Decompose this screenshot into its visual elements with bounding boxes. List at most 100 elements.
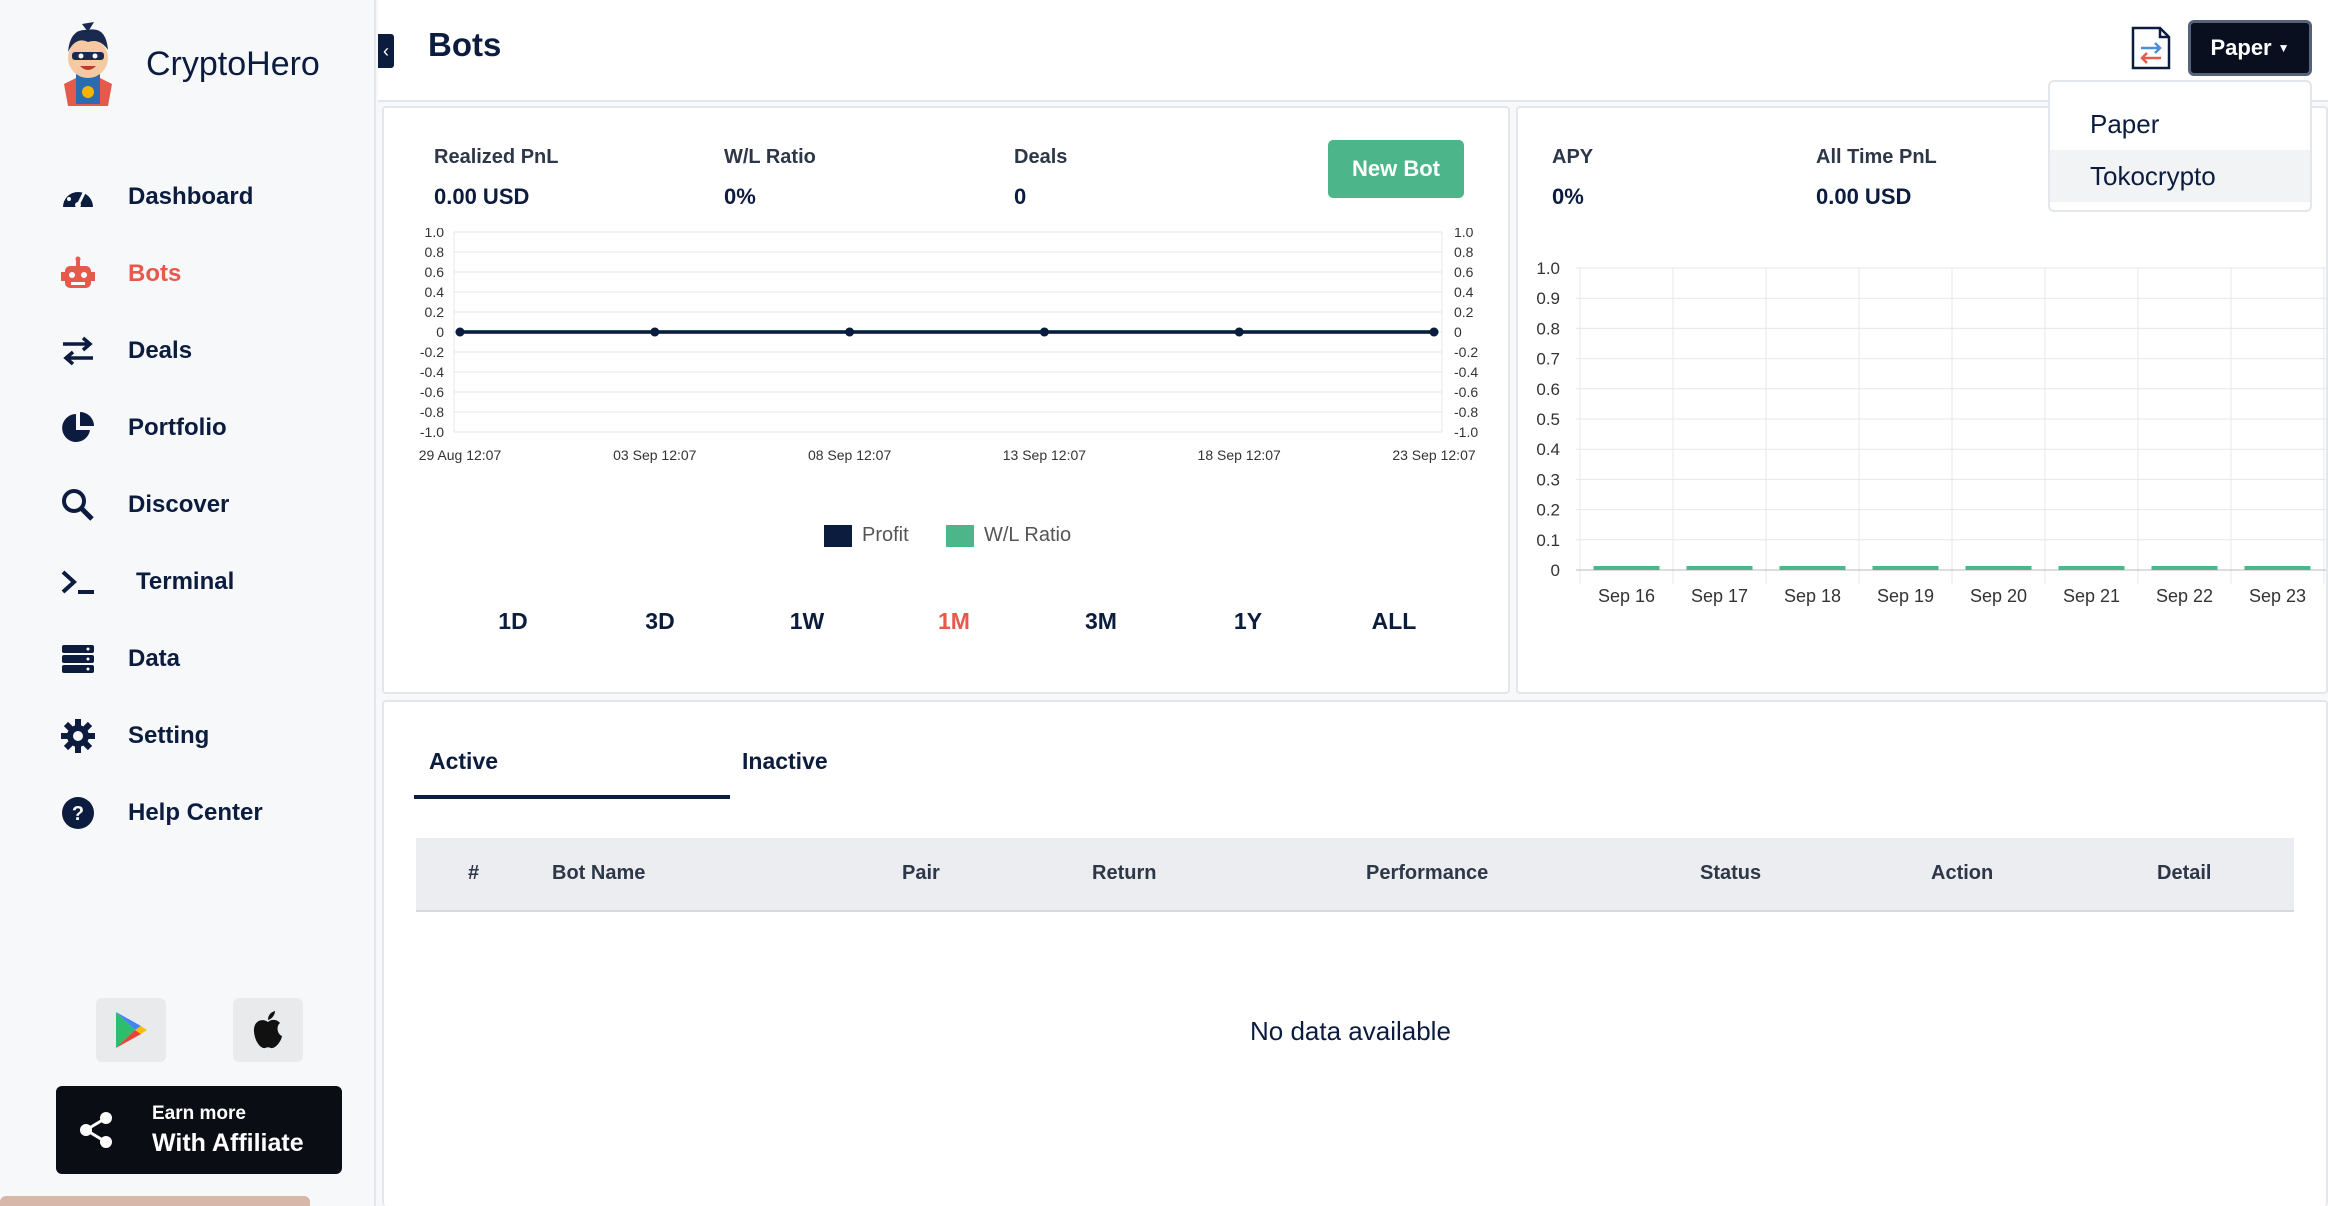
data-point	[1429, 327, 1439, 337]
sidebar-item-label: Terminal	[136, 568, 235, 595]
tab-active[interactable]: Active	[429, 748, 499, 774]
y-tick-label: 0.8	[1536, 319, 1560, 338]
y-tick-label-right: 1.0	[1454, 228, 1474, 240]
x-tick-label: 29 Aug 12:07	[419, 447, 502, 463]
dropdown-item-tokocrypto[interactable]: Tokocrypto	[2050, 150, 2310, 202]
column-header-bot-name[interactable]: Bot Name	[552, 862, 646, 884]
y-tick-label: 0.5	[1536, 410, 1560, 429]
sidebar-item-dashboard[interactable]: Dashboard	[60, 170, 253, 224]
bar	[2058, 566, 2125, 570]
legend-label: Profit	[862, 524, 909, 546]
google-play-button[interactable]	[96, 998, 166, 1062]
sidebar-item-label: Dashboard	[128, 183, 254, 210]
google-play-icon	[116, 1012, 147, 1048]
robot-icon	[61, 256, 95, 288]
bar	[2151, 566, 2218, 570]
dropdown-item-paper[interactable]: Paper	[2090, 108, 2160, 139]
affiliate-line1: Earn more	[152, 1102, 246, 1124]
sidebar-item-label: Bots	[128, 260, 182, 287]
sidebar-item-deals[interactable]: Deals	[60, 324, 192, 378]
profit-line-chart: 1.0 1.0 0.8 0.8 0.6 0.6 0.4 0.4 0.2 0.2 0 0 -0.2 -0.2…	[419, 228, 1479, 463]
all-time-pnl-value: 0.00 USD	[1816, 184, 1912, 209]
y-tick-label-right: -0.8	[1454, 404, 1478, 420]
x-tick-label: Sep 23	[2249, 586, 2306, 606]
wl-ratio-label: W/L Ratio	[724, 146, 816, 168]
sidebar-item-discover[interactable]: Discover	[60, 478, 229, 532]
column-header-detail[interactable]: Detail	[2157, 862, 2212, 884]
y-tick-label: 0.8	[425, 244, 445, 260]
app-name: CryptoHero	[146, 44, 320, 83]
legend-wl-ratio[interactable]: W/L Ratio	[946, 524, 1071, 547]
sidebar-item-help-center[interactable]: ? Help Center	[60, 786, 263, 840]
y-tick-label: 0.6	[1536, 380, 1560, 399]
range-1m[interactable]: 1M	[938, 608, 970, 634]
range-3d[interactable]: 3D	[645, 608, 675, 634]
bar	[1779, 566, 1846, 570]
share-icon	[80, 1112, 112, 1148]
data-point	[650, 327, 660, 337]
bottom-strip	[0, 1196, 310, 1206]
column-header-index[interactable]: #	[468, 862, 480, 884]
y-tick-label-right: -0.6	[1454, 384, 1478, 400]
bots-table-card	[382, 700, 2328, 1206]
legend-swatch	[824, 524, 852, 547]
range-1w[interactable]: 1W	[789, 608, 825, 634]
bar	[1965, 566, 2032, 570]
apple-icon	[253, 1011, 282, 1049]
y-tick-label: -0.8	[420, 404, 444, 420]
account-button-label: Paper	[2210, 35, 2272, 60]
bar	[1593, 566, 1660, 570]
sidebar-item-bots[interactable]: Bots	[60, 247, 181, 301]
x-tick-label: 23 Sep 12:07	[1392, 447, 1476, 463]
sidebar-item-data[interactable]: Data	[60, 632, 180, 686]
search-icon	[62, 489, 94, 521]
data-point	[845, 327, 855, 337]
top-header: ‹ Bots Paper ▼	[378, 0, 2328, 102]
x-tick-label: Sep 21	[2063, 586, 2120, 606]
y-tick-label: 0.2	[425, 304, 445, 320]
deals-value: 0	[1014, 184, 1027, 209]
x-tick-label: Sep 22	[2156, 586, 2213, 606]
sidebar-item-terminal[interactable]: Terminal	[60, 555, 234, 609]
y-tick-label: -0.2	[420, 344, 444, 360]
sidebar-item-setting[interactable]: Setting	[60, 709, 209, 763]
new-bot-button[interactable]: New Bot	[1328, 140, 1464, 198]
y-tick-label: 1.0	[425, 228, 445, 240]
arrows-swap-icon	[63, 336, 93, 366]
wl-ratio-value: 0%	[724, 184, 756, 209]
sidebar-item-portfolio[interactable]: Portfolio	[60, 401, 227, 455]
y-tick-label: -0.6	[420, 384, 444, 400]
column-header-action[interactable]: Action	[1931, 862, 1994, 884]
y-tick-label: 0.2	[1536, 501, 1560, 520]
sidebar-item-label: Discover	[128, 491, 230, 518]
range-1y[interactable]: 1Y	[1233, 608, 1263, 634]
apy-value: 0%	[1552, 184, 1584, 209]
tab-inactive[interactable]: Inactive	[742, 748, 828, 774]
x-tick-label: 18 Sep 12:07	[1198, 447, 1282, 463]
y-tick-label: -0.4	[420, 364, 444, 380]
legend-profit[interactable]: Profit	[824, 524, 909, 547]
terminal-icon	[61, 570, 94, 594]
column-header-performance[interactable]: Performance	[1366, 862, 1489, 884]
range-all[interactable]: ALL	[1371, 608, 1417, 634]
range-1d[interactable]: 1D	[498, 608, 528, 634]
bar	[2244, 566, 2311, 570]
column-header-return[interactable]: Return	[1092, 862, 1157, 884]
account-dropdown-button[interactable]: Paper ▼	[2188, 20, 2312, 76]
column-header-pair[interactable]: Pair	[902, 862, 940, 884]
y-tick-label: 1.0	[1536, 259, 1560, 278]
gauge-icon	[63, 186, 93, 208]
data-point	[455, 327, 465, 337]
logo[interactable]: CryptoHero	[56, 22, 320, 106]
collapse-sidebar-button[interactable]: ‹	[378, 34, 394, 68]
y-tick-label: 0.9	[1536, 289, 1560, 308]
page-title: Bots	[428, 26, 502, 63]
data-point	[1234, 327, 1244, 337]
range-3m[interactable]: 3M	[1085, 608, 1117, 634]
column-header-status[interactable]: Status	[1700, 862, 1762, 884]
affiliate-banner[interactable]: Earn more With Affiliate	[56, 1086, 342, 1174]
x-tick-label: 03 Sep 12:07	[613, 447, 697, 463]
app-store-button[interactable]	[233, 998, 303, 1062]
document-swap-icon[interactable]	[2130, 26, 2172, 70]
x-tick-label: 08 Sep 12:07	[808, 447, 892, 463]
